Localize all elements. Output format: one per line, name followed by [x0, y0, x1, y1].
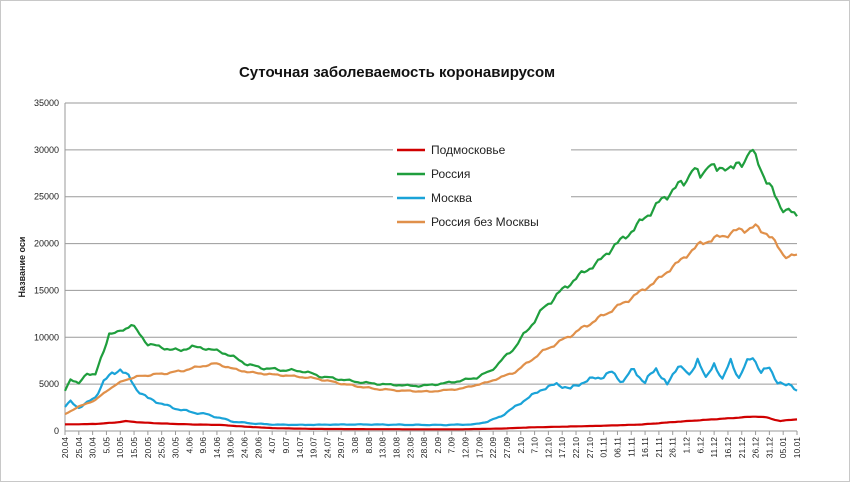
x-tick-label: 10.01	[792, 437, 802, 459]
x-tick-label: 14.07	[295, 437, 305, 459]
x-tick-label: 21.11	[654, 437, 664, 458]
y-tick-label: 25000	[34, 192, 59, 202]
x-tick-label: 26.12	[751, 437, 761, 459]
y-tick-label: 5000	[39, 379, 59, 389]
x-tick-label: 13.08	[378, 437, 388, 459]
series-line-0	[64, 415, 798, 431]
x-tick-label: 28.08	[419, 437, 429, 459]
x-tick-label: 06.11	[612, 437, 622, 458]
x-tick-label: 8.08	[364, 437, 374, 454]
x-tick-label: 7.09	[447, 437, 457, 454]
x-tick-label: 25.05	[157, 437, 167, 459]
x-tick-label: 01.11	[599, 437, 609, 458]
x-tick-label: 29.07	[336, 437, 346, 459]
x-tick-label: 19.06	[226, 437, 236, 459]
x-tick-label: 2.10	[516, 437, 526, 454]
series-line-3	[64, 223, 798, 416]
x-tick-label: 22.09	[488, 437, 498, 459]
x-tick-label: 11.12	[709, 437, 719, 458]
x-tick-label: 1.12	[682, 437, 692, 454]
x-tick-label: 25.04	[74, 437, 84, 459]
y-tick-label: 0	[54, 426, 59, 436]
x-tick-label: 31.12	[764, 437, 774, 459]
x-tick-label: 23.08	[405, 437, 415, 459]
x-tick-label: 4.07	[267, 437, 277, 454]
x-tick-label: 05.01	[778, 437, 788, 459]
x-tick-label: 24.06	[240, 437, 250, 459]
x-tick-label: 4.06	[184, 437, 194, 454]
x-tick-label: 5.05	[101, 437, 111, 454]
legend-entry: Россия	[431, 167, 470, 181]
x-tick-label: 6.12	[695, 437, 705, 454]
x-tick-label: 14.06	[212, 437, 222, 459]
x-tick-labels: 20.04 25.04 30.04 5.05 10.05 15.05 20.05 25.05 3…	[60, 431, 802, 458]
x-tick-label: 17.10	[557, 437, 567, 459]
x-tick-label: 18.08	[391, 437, 401, 459]
series-lines	[64, 148, 798, 431]
y-axis-label: Название оси	[17, 237, 27, 298]
x-tick-label: 27.10	[585, 437, 595, 459]
x-tick-label: 11.11	[626, 437, 636, 457]
y-tick-label: 10000	[34, 332, 59, 342]
legend-entry: Россия без Москвы	[431, 215, 539, 229]
x-tick-label: 26.11	[668, 437, 678, 458]
x-tick-label: 19.07	[309, 437, 319, 459]
legend: Подмосковье Россия Москва Россия без Москвы	[393, 131, 571, 235]
x-tick-label: 21.12	[737, 437, 747, 459]
x-tick-label: 2.09	[433, 437, 443, 454]
chart-title: Суточная заболеваемость коронавирусом	[239, 64, 555, 81]
series-line-1	[64, 148, 798, 392]
x-tick-label: 12.09	[461, 437, 471, 459]
x-tick-label: 29.06	[253, 437, 263, 459]
x-tick-label: 9.06	[198, 437, 208, 454]
y-tick-label: 15000	[34, 285, 59, 295]
x-tick-label: 3.08	[350, 437, 360, 454]
legend-entry: Москва	[431, 191, 472, 205]
x-tick-label: 16.12	[723, 437, 733, 459]
x-tick-label: 7.10	[530, 437, 540, 454]
legend-box	[393, 131, 571, 235]
x-tick-label: 20.05	[143, 437, 153, 459]
x-tick-label: 10.05	[115, 437, 125, 459]
x-tick-label: 24.07	[322, 437, 332, 459]
x-tick-label: 17.09	[474, 437, 484, 459]
x-tick-label: 9.07	[281, 437, 291, 454]
x-tick-label: 30.05	[170, 437, 180, 459]
y-tick-label: 35000	[34, 98, 59, 108]
x-tick-label: 15.05	[129, 437, 139, 459]
y-tick-labels: 0 5000 10000 15000 20000 25000 30000 35000	[34, 98, 59, 436]
x-tick-label: 12.10	[543, 437, 553, 459]
x-tick-label: 16.11	[640, 437, 650, 458]
x-tick-label: 30.04	[88, 437, 98, 459]
legend-entry: Подмосковье	[431, 143, 506, 157]
x-tick-label: 20.04	[60, 437, 70, 459]
y-tick-label: 30000	[34, 145, 59, 155]
x-tick-label: 27.09	[502, 437, 512, 459]
y-tick-label: 20000	[34, 239, 59, 249]
x-tick-label: 22.10	[571, 437, 581, 459]
series-line-2	[64, 357, 798, 427]
